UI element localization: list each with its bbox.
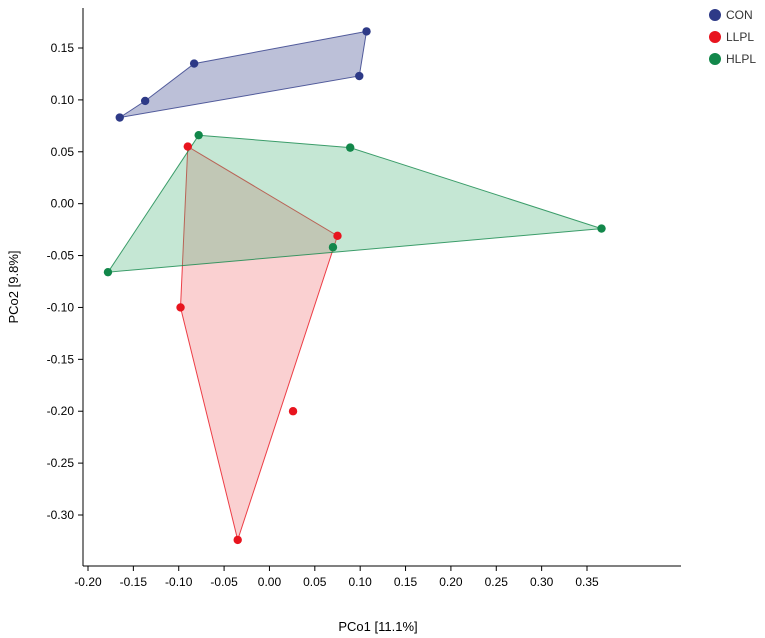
y-tick-label: -0.25 [47,456,75,470]
point-hlpl [103,267,113,277]
axes: -0.20 -0.15 -0.10 -0.05 0.00 0.05 0.10 0.15 0.20… [47,8,681,589]
point-con [362,27,371,36]
x-tick-label: 0.35 [575,575,599,589]
y-tick-label: 0.15 [51,41,75,55]
point-llpl [333,231,342,241]
point-hlpl [328,243,338,252]
point-hlpl [597,224,606,233]
x-tick-label: -0.20 [74,575,102,589]
x-tick-label: 0.10 [349,575,373,589]
legend-label-hlpl: HLPL [726,52,756,66]
x-tick-label: -0.10 [165,575,193,589]
point-hlpl [194,130,203,140]
hull-hlpl [107,134,602,273]
point-con [189,59,199,68]
legend-marker-con [709,9,721,21]
hull-layer [107,30,602,542]
point-llpl [233,535,242,545]
point-llpl [176,303,185,312]
legend: CON LLPL HLPL [709,8,756,66]
x-tick-label: 0.25 [485,575,509,589]
y-tick-label: -0.15 [47,352,75,366]
point-con [115,113,124,122]
y-tick-label: 0.10 [51,93,75,107]
y-axis-title: PCo2 [9.8%] [6,251,21,324]
y-tick-label: -0.05 [47,249,75,263]
x-ticks: -0.20 -0.15 -0.10 -0.05 0.00 0.05 0.10 0.15 0.20… [74,566,599,589]
x-axis-title: PCo1 [11.1%] [338,619,417,634]
point-con [355,71,364,81]
point-layer [103,27,606,545]
hull-con [119,30,368,118]
point-hlpl [346,143,355,152]
point-llpl [183,142,192,151]
x-tick-label: 0.00 [258,575,282,589]
x-tick-label: 0.30 [530,575,554,589]
legend-marker-hlpl [709,53,721,65]
y-tick-label: -0.20 [47,404,75,418]
y-tick-label: -0.30 [47,508,75,522]
x-tick-label: -0.15 [120,575,148,589]
legend-label-llpl: LLPL [726,30,754,44]
x-tick-label: 0.20 [439,575,463,589]
y-ticks: 0.15 0.10 0.05 0.00 -0.05 -0.10 -0.15 -0.20 -0.2… [47,41,83,522]
x-tick-label: 0.05 [303,575,327,589]
x-tick-label: 0.15 [394,575,418,589]
y-tick-label: -0.10 [47,300,75,314]
legend-label-con: CON [726,8,753,22]
y-tick-label: 0.00 [51,197,75,211]
x-tick-label: -0.05 [210,575,238,589]
y-tick-label: 0.05 [51,145,75,159]
point-llpl [288,407,298,416]
point-con [140,96,150,106]
legend-marker-llpl [709,31,721,43]
